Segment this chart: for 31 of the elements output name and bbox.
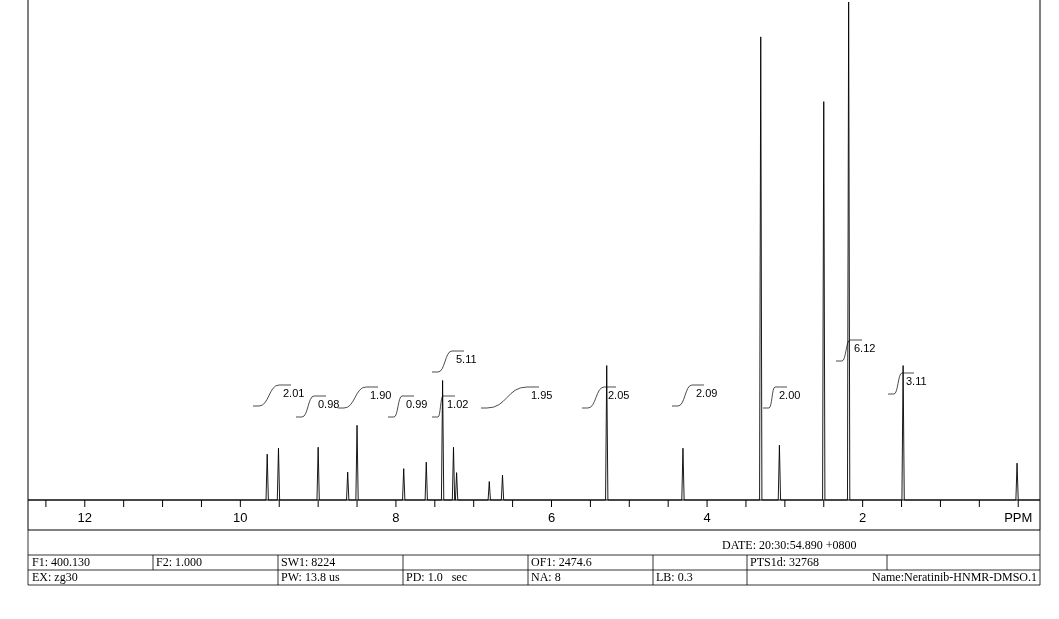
x-tick-label: 12 (77, 510, 93, 525)
x-tick-label: 2 (859, 510, 867, 525)
text: PW: 13.8 us (281, 570, 340, 584)
annotation: 0.99 (406, 397, 428, 410)
annotation: 2.00 (779, 388, 801, 401)
text: F1: 400.130 (32, 555, 91, 569)
annotation: 3.11 (906, 374, 927, 387)
annotation: 2.05 (608, 388, 630, 401)
annotation: 1.02 (447, 397, 469, 410)
text: PD: 1.0 sec (406, 570, 467, 584)
annotation: 2.09 (696, 386, 718, 399)
x-tick-label: 4 (703, 510, 711, 525)
x-tick-label: 10 (233, 510, 248, 525)
text: SW1: 8224 (281, 555, 336, 569)
annotation: 0.98 (318, 397, 340, 410)
text: Name:Neratinib-HNMR-DMSO.1 (872, 570, 1037, 584)
text: F2: 1.000 (156, 555, 203, 569)
text: NA: 8 (531, 570, 561, 584)
annotation: 1.95 (531, 388, 553, 401)
text: PTS1d: 32768 (750, 555, 820, 569)
x-tick-label: 8 (392, 510, 400, 525)
annotation: 2.01 (283, 386, 305, 399)
text: EX: zg30 (32, 570, 78, 584)
annotation: 6.12 (854, 341, 876, 354)
x-tick-label: 6 (547, 510, 556, 525)
x-tick-label: PPM (1004, 510, 1033, 525)
text: OF1: 2474.6 (531, 555, 592, 569)
annotation: 1.90 (370, 388, 392, 401)
text: LB: 0.3 (656, 570, 693, 584)
annotation: 5.11 (456, 352, 477, 365)
text: DATE: 20:30:54.890 +0800 (722, 538, 857, 552)
